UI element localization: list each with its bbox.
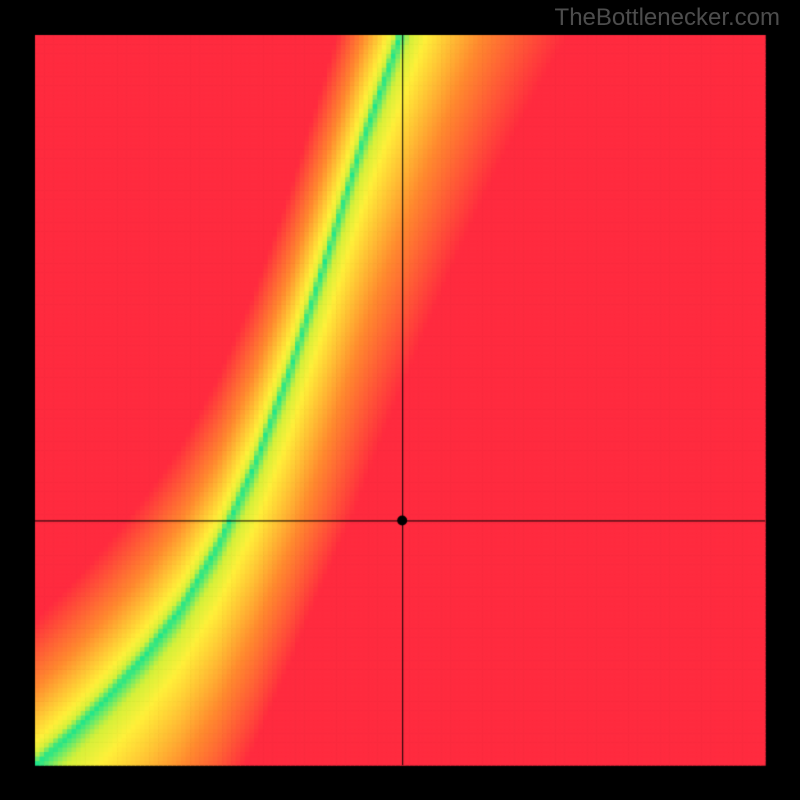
- chart-container: TheBottlenecker.com: [0, 0, 800, 800]
- heatmap-canvas: [0, 0, 800, 800]
- watermark-text: TheBottlenecker.com: [555, 4, 780, 32]
